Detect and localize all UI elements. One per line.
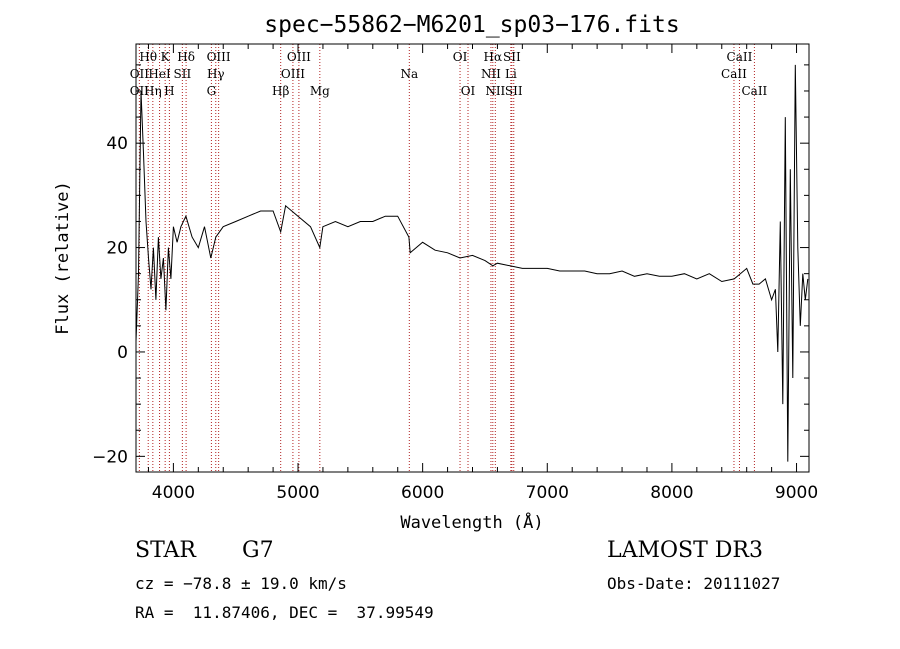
spectral-line-label: Hδ <box>177 50 195 64</box>
x-tick-label: 8000 <box>650 483 693 503</box>
spectral-line-label: Li <box>505 67 517 81</box>
spectral-line-label: OI <box>453 50 468 64</box>
spectral-line-label: NII <box>485 84 505 98</box>
x-tick-label: 6000 <box>401 483 444 503</box>
spectral-line-label: K <box>161 50 171 64</box>
y-tick-label: 40 <box>106 134 128 154</box>
spectral-line-label: OI <box>461 84 476 98</box>
spectral-line-label: Na <box>400 67 418 81</box>
y-axis-ticks: −20 0 20 40 <box>92 64 809 467</box>
spectral-line-label: OIII <box>287 50 311 64</box>
survey-name: LAMOST DR3 <box>607 538 763 563</box>
spectral-line-label: SII <box>505 84 523 98</box>
spectral-line-label: Mg <box>310 84 330 98</box>
spectral-line-label: H <box>164 84 174 98</box>
y-tick-label: 0 <box>117 343 128 363</box>
spectral-line-label: Hθ <box>139 50 157 64</box>
spectral-line-label: CaII <box>721 67 747 81</box>
spectral-line-label: Hα <box>484 50 503 64</box>
chart-title: spec−55862−M6201_sp03−176.fits <box>264 12 679 38</box>
spectral-line-label: SII <box>503 50 521 64</box>
spectral-line-label: OIII <box>207 50 231 64</box>
y-tick-label: −20 <box>92 447 128 467</box>
x-axis-label: Wavelength (Å) <box>400 511 543 533</box>
spectral-line-label: Hβ <box>272 84 289 98</box>
observation-date: Obs-Date: 20111027 <box>607 574 781 593</box>
spectral-line-label: OII <box>130 67 150 81</box>
spectral-line-label: G <box>207 84 217 98</box>
sky-coordinates: RA = 11.87406, DEC = 37.99549 <box>135 603 434 622</box>
spectral-line-label: Hγ <box>207 67 225 81</box>
spectral-line-label: CaII <box>727 50 753 64</box>
object-class: STAR <box>135 538 196 563</box>
flux-series-line <box>135 64 809 462</box>
x-axis-ticks: 4000 5000 6000 7000 8000 9000 <box>147 44 818 503</box>
x-tick-label: 7000 <box>526 483 569 503</box>
x-tick-label: 9000 <box>775 483 818 503</box>
spectral-line-label: HeI <box>148 67 171 81</box>
redshift-velocity: cz = −78.8 ± 19.0 km/s <box>135 574 347 593</box>
spectral-line-markers <box>138 44 755 472</box>
spectral-line-label: SII <box>174 67 192 81</box>
spectral-line-label: NII <box>481 67 501 81</box>
spectral-line-label: OIII <box>281 67 305 81</box>
x-tick-label: 5000 <box>276 483 319 503</box>
plot-frame <box>135 43 810 473</box>
spectral-line-label: Hη <box>144 84 162 98</box>
y-tick-label: 20 <box>106 239 128 259</box>
spectral-line-label: CaII <box>741 84 767 98</box>
object-subclass: G7 <box>242 538 274 563</box>
x-tick-label: 4000 <box>152 483 195 503</box>
y-axis-label: Flux (relative) <box>53 181 73 335</box>
